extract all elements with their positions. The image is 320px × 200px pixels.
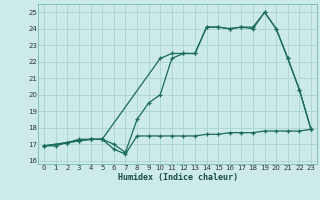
X-axis label: Humidex (Indice chaleur): Humidex (Indice chaleur) [118, 173, 238, 182]
